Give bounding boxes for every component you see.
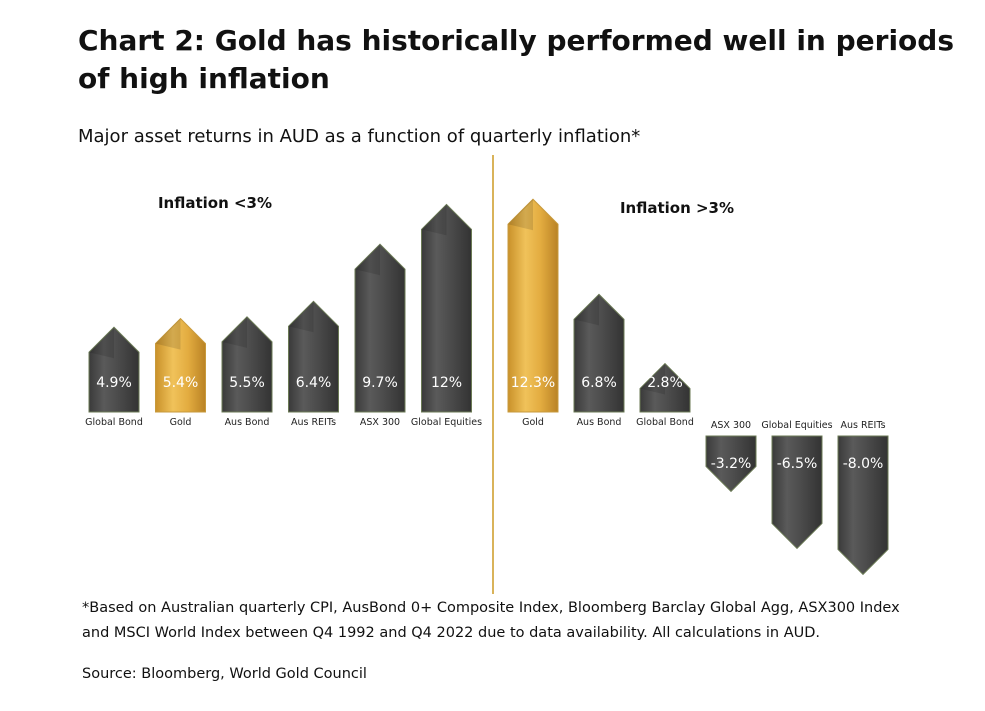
- bar-value-label: 12.3%: [511, 375, 555, 391]
- bar-low-asx-300: [354, 243, 406, 413]
- chart-subtitle: Major asset returns in AUD as a function…: [78, 126, 641, 147]
- bar-value-label: 4.9%: [96, 375, 132, 391]
- bar-low-global-bond: [88, 326, 140, 413]
- bar-high-global-equities: [771, 435, 823, 550]
- bar-high-global-bond: [639, 362, 691, 413]
- bar-value-label: 9.7%: [362, 375, 398, 391]
- bar-value-label: 5.4%: [163, 375, 199, 391]
- bar-facet: [155, 318, 181, 350]
- category-label: Global Equities: [761, 420, 832, 431]
- bar-facet: [508, 199, 533, 231]
- bar-facet: [355, 244, 380, 276]
- footnote: *Based on Australian quarterly CPI, AusB…: [82, 600, 900, 641]
- category-label: Global Equities: [411, 417, 482, 428]
- bar-facet: [421, 204, 447, 236]
- bar-low-aus-reits: [288, 300, 339, 413]
- bar-low-aus-bond: [221, 316, 273, 413]
- category-label: Gold: [522, 417, 544, 428]
- category-label: Global Bond: [85, 417, 143, 428]
- bar-value-label: 2.8%: [647, 375, 683, 391]
- bar-value-label: 5.5%: [229, 375, 265, 391]
- source-note: Source: Bloomberg, World Gold Council: [82, 666, 367, 682]
- bar-low-gold: [155, 317, 206, 413]
- bar-high-aus-bond: [573, 293, 625, 413]
- category-label: Aus REITs: [840, 420, 885, 431]
- bar-facet: [89, 327, 114, 359]
- bar-value-label: 12%: [431, 375, 462, 391]
- category-label: Aus REITs: [291, 417, 336, 428]
- bar-high-gold: [507, 198, 559, 413]
- bar-low-global-equities: [421, 203, 472, 413]
- bar-facet: [288, 301, 314, 333]
- bar-high-asx-300: [705, 435, 757, 493]
- bar-value-label: -3.2%: [711, 456, 752, 472]
- bar-facet: [574, 294, 599, 326]
- bar-facet: [640, 363, 665, 395]
- chart-title: Chart 2: Gold has historically performed…: [78, 24, 954, 95]
- category-label: ASX 300: [360, 417, 400, 428]
- panel-title-high-inflation: Inflation >3%: [620, 199, 734, 217]
- category-label: Gold: [170, 417, 192, 428]
- category-label: Aus Bond: [225, 417, 270, 428]
- category-label: Global Bond: [636, 417, 694, 428]
- bar-value-label: 6.8%: [581, 375, 617, 391]
- bar-high-aus-reits: [837, 435, 889, 576]
- bar-value-label: -8.0%: [843, 456, 884, 472]
- category-label: ASX 300: [711, 420, 751, 431]
- panel-title-low-inflation: Inflation <3%: [158, 194, 272, 212]
- bar-value-label: -6.5%: [777, 456, 818, 472]
- category-label: Aus Bond: [577, 417, 622, 428]
- bar-facet: [222, 316, 247, 348]
- bar-value-label: 6.4%: [296, 375, 332, 391]
